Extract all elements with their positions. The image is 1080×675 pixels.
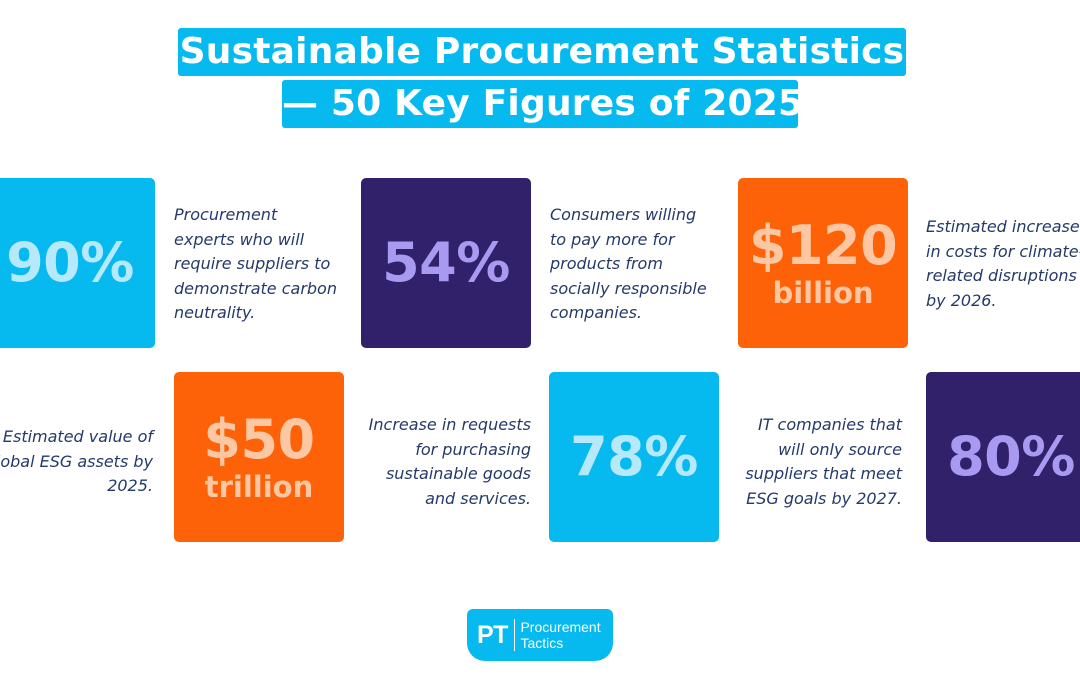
stat-tile-120-billion: $120 billion [738, 178, 908, 348]
stat-tile-54: 54% [361, 178, 531, 348]
logo-mark: PT [477, 620, 508, 649]
stat-tile-80: 80% [926, 372, 1080, 542]
stat-value: 78% [570, 425, 698, 488]
stat-description: IT companies that will only source suppl… [745, 415, 902, 508]
stat-description: Procurement experts who will require sup… [174, 205, 337, 322]
logo-wordmark: Procurement Tactics [520, 619, 601, 651]
stat-tile-78: 78% [549, 372, 719, 542]
stat-value: $50 [203, 407, 315, 471]
stat-tile-50-trillion: $50 trillion [174, 372, 344, 542]
stat-description: Estimated increase in costs for climate-… [926, 217, 1080, 310]
stat-value: 90% [6, 231, 134, 294]
procurement-tactics-logo: PT Procurement Tactics [467, 609, 613, 661]
logo-divider [513, 619, 516, 651]
title-line-2: — 50 Key Figures of 2025 [282, 80, 803, 128]
stat-tile-90: 90% [0, 178, 155, 348]
stat-description: Increase in requests for purchasing sust… [368, 415, 531, 508]
stat-unit: trillion [204, 469, 314, 504]
stat-value: 80% [947, 425, 1075, 488]
stat-value: $120 [748, 213, 898, 277]
stat-value: 54% [382, 231, 510, 294]
stat-description: Consumers willing to pay more for produc… [550, 205, 707, 322]
title-line-1: Sustainable Procurement Statistics [178, 28, 906, 76]
stat-unit: billion [772, 275, 874, 310]
stat-description: Estimated value of global ESG assets by … [0, 427, 153, 495]
